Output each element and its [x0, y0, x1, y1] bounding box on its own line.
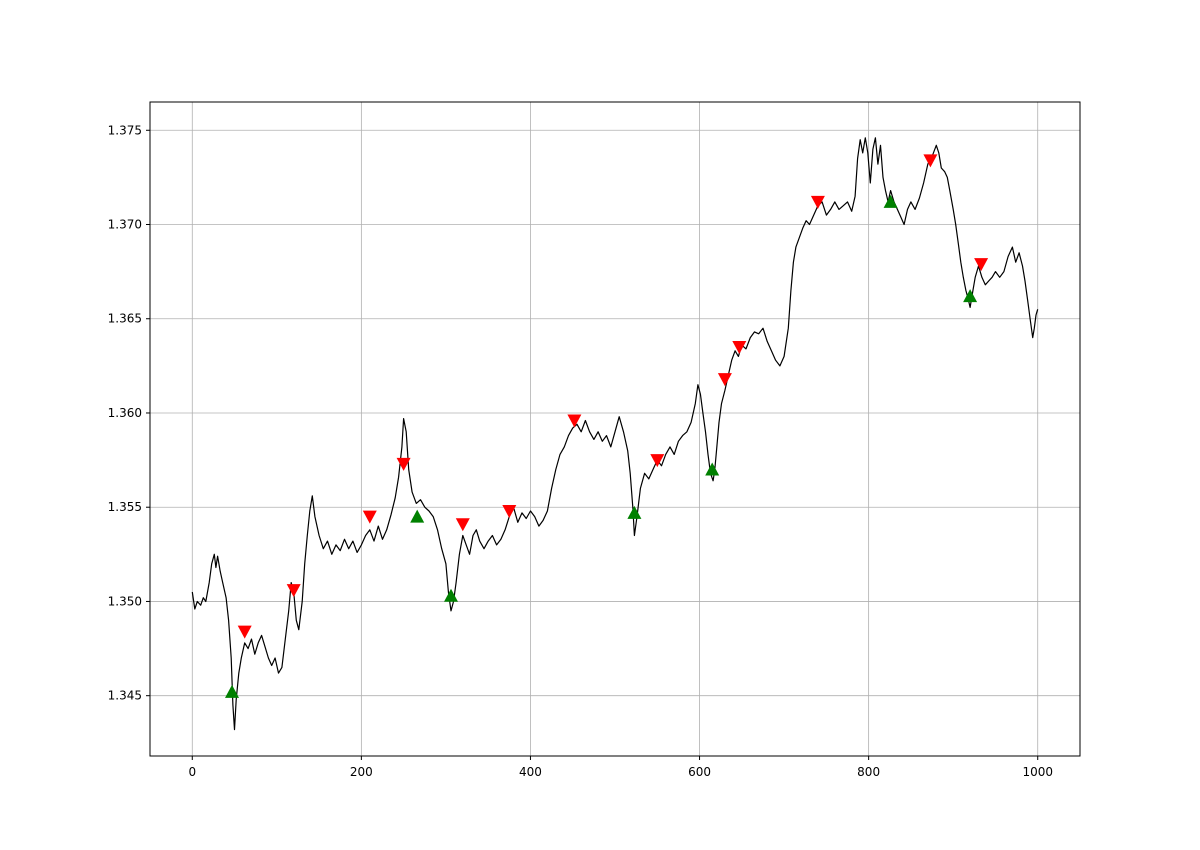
x-tick-label: 600: [688, 765, 711, 779]
sell-signal-marker: [650, 454, 665, 468]
y-axis: 1.345 1.350 1.355 1.360 1.365 1.370 1.375: [108, 123, 150, 703]
sell-signal-marker: [455, 518, 470, 532]
sell-signal-marker: [567, 414, 582, 428]
sell-signal-marker: [237, 625, 252, 639]
y-tick-label: 1.345: [108, 689, 142, 703]
sell-signal-marker: [502, 505, 517, 518]
sell-signal-marker: [286, 584, 301, 598]
price-line: [191, 137, 1039, 731]
sell-signal-marker: [732, 341, 747, 354]
y-tick-label: 1.355: [108, 500, 142, 514]
buy-signal-marker: [444, 588, 458, 602]
buy-signal-marker: [883, 194, 898, 208]
marker-layer: [225, 154, 989, 698]
sell-signal-marker: [923, 154, 938, 168]
x-tick-label: 1000: [1022, 765, 1053, 779]
buy-signal-marker: [225, 684, 239, 698]
y-tick-label: 1.375: [108, 123, 142, 137]
buy-signal-marker: [410, 509, 425, 523]
plot-area-frame: [149, 101, 1081, 757]
sell-signal-marker: [717, 373, 732, 387]
grid-lines: [150, 102, 1080, 756]
x-axis: 0 200 400 600 800 1000: [188, 756, 1053, 779]
x-tick-label: 200: [350, 765, 373, 779]
x-tick-label: 0: [188, 765, 196, 779]
x-tick-label: 400: [519, 765, 542, 779]
sell-signal-marker: [362, 510, 377, 524]
sell-signal-marker: [974, 258, 989, 272]
y-tick-label: 1.365: [108, 312, 142, 326]
buy-signal-marker: [963, 289, 978, 303]
series-layer: [191, 137, 1039, 731]
sell-signal-marker: [810, 195, 825, 209]
x-tick-label: 800: [857, 765, 880, 779]
y-tick-label: 1.350: [108, 594, 142, 608]
sell-signal-marker: [396, 457, 411, 471]
y-tick-label: 1.360: [108, 406, 142, 420]
y-tick-label: 1.370: [108, 218, 142, 232]
buy-signal-marker: [627, 505, 642, 519]
buy-signal-marker: [705, 462, 720, 476]
